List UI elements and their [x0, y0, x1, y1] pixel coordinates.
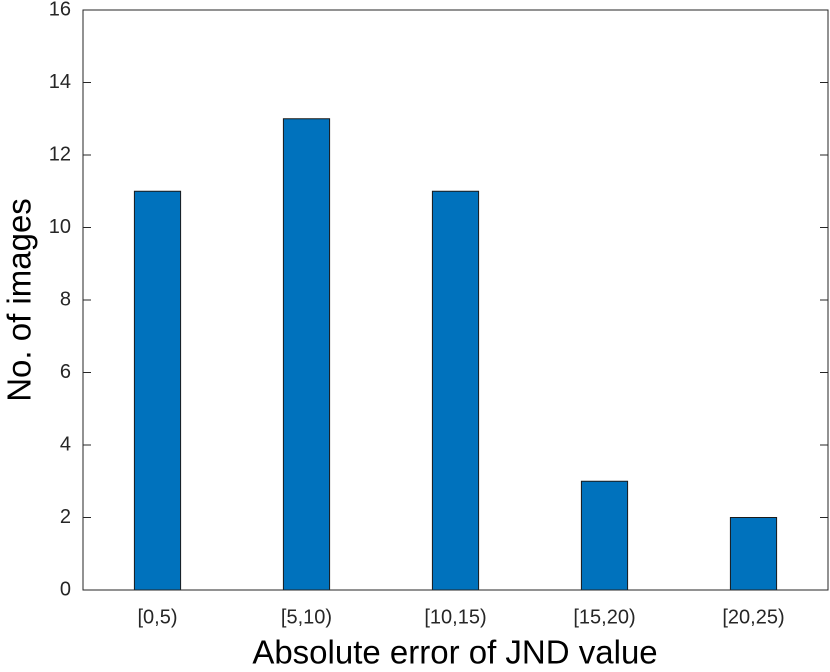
y-tick-label: 12: [49, 143, 71, 165]
plot-frame: [82, 9, 829, 591]
bar: [431, 190, 480, 591]
y-axis-title: No. of images: [1, 198, 38, 402]
x-tick-label: [15,20): [573, 606, 635, 628]
x-tick-label: [0,5): [137, 606, 177, 628]
x-axis-title: Absolute error of JND value: [252, 634, 657, 671]
y-tick-label: 10: [49, 216, 71, 238]
y-tick-label: 2: [60, 506, 71, 528]
bar: [282, 118, 331, 591]
y-tick-label: 8: [60, 288, 71, 310]
y-tick-label: 16: [49, 0, 71, 20]
x-tick-label: [20,25): [722, 606, 784, 628]
bar: [729, 517, 778, 591]
bar: [133, 190, 182, 591]
y-tick-label: 0: [60, 578, 71, 600]
x-tick-label: [5,10): [281, 606, 332, 628]
y-tick-label: 14: [49, 71, 71, 93]
x-tick-label: [10,15): [424, 606, 486, 628]
y-tick-label: 6: [60, 361, 71, 383]
y-tick-label: 4: [60, 433, 71, 455]
bar: [580, 480, 629, 591]
